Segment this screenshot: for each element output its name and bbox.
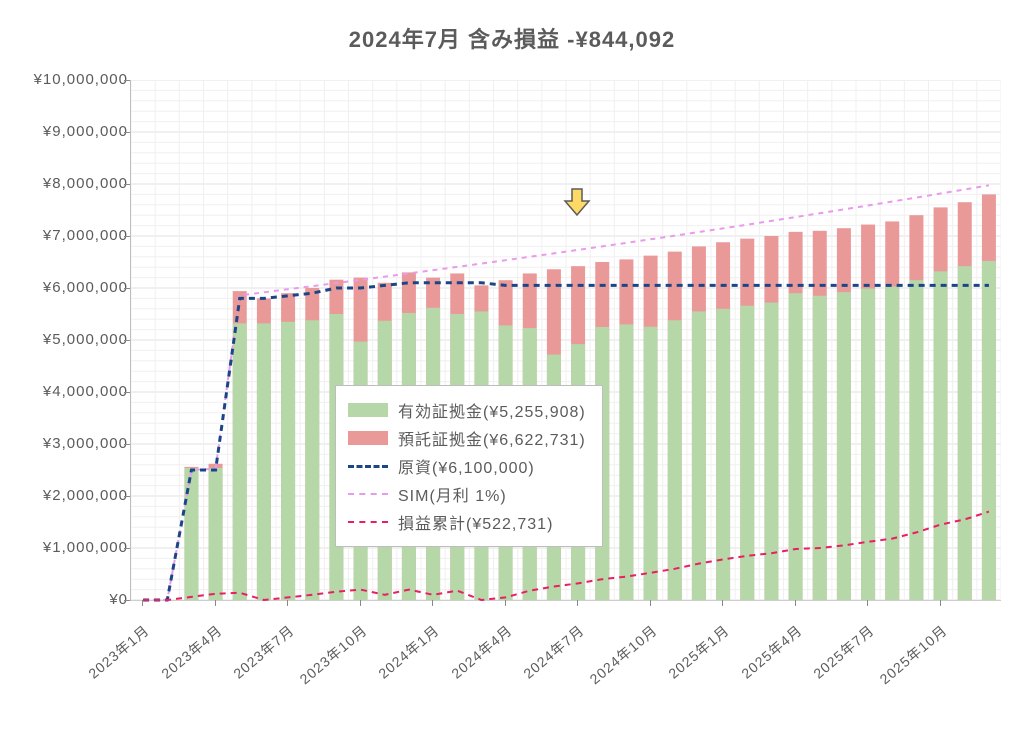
legend-item: 預託証拠金(¥6,622,731) [348,424,586,452]
legend-label: SIM(月利 1%) [398,482,507,506]
indicator-arrow-icon [563,187,591,217]
legend-label: 損益累計(¥522,731) [398,510,553,534]
y-tick-label: ¥7,000,000 [10,227,128,244]
y-tick-label: ¥2,000,000 [10,487,128,504]
y-tick-label: ¥5,000,000 [10,331,128,348]
legend-item: 原資(¥6,100,000) [348,452,586,480]
legend-swatch [348,403,388,417]
legend-item: 有効証拠金(¥5,255,908) [348,396,586,424]
legend-label: 原資(¥6,100,000) [398,454,535,478]
legend-item: 損益累計(¥522,731) [348,508,586,536]
y-tick-label: ¥10,000,000 [10,71,128,88]
y-tick-label: ¥1,000,000 [10,539,128,556]
legend-label: 預託証拠金(¥6,622,731) [398,426,586,450]
legend-swatch [348,521,388,523]
legend-swatch [348,465,388,468]
legend-label: 有効証拠金(¥5,255,908) [398,398,586,422]
y-tick-label: ¥9,000,000 [10,123,128,140]
legend-item: SIM(月利 1%) [348,480,586,508]
y-tick-label: ¥6,000,000 [10,279,128,296]
legend-swatch [348,493,388,495]
legend: 有効証拠金(¥5,255,908) 預託証拠金(¥6,622,731) 原資(¥6,… [335,385,603,547]
y-tick-label: ¥3,000,000 [10,435,128,452]
legend-swatch [348,431,388,445]
y-tick-label: ¥0 [10,591,128,608]
y-tick-label: ¥8,000,000 [10,175,128,192]
y-tick-label: ¥4,000,000 [10,383,128,400]
chart-title: 2024年7月 含み損益 -¥844,092 [0,22,1024,54]
chart-container: 2024年7月 含み損益 -¥844,092 有効証拠金(¥5,255,908)… [0,0,1024,741]
